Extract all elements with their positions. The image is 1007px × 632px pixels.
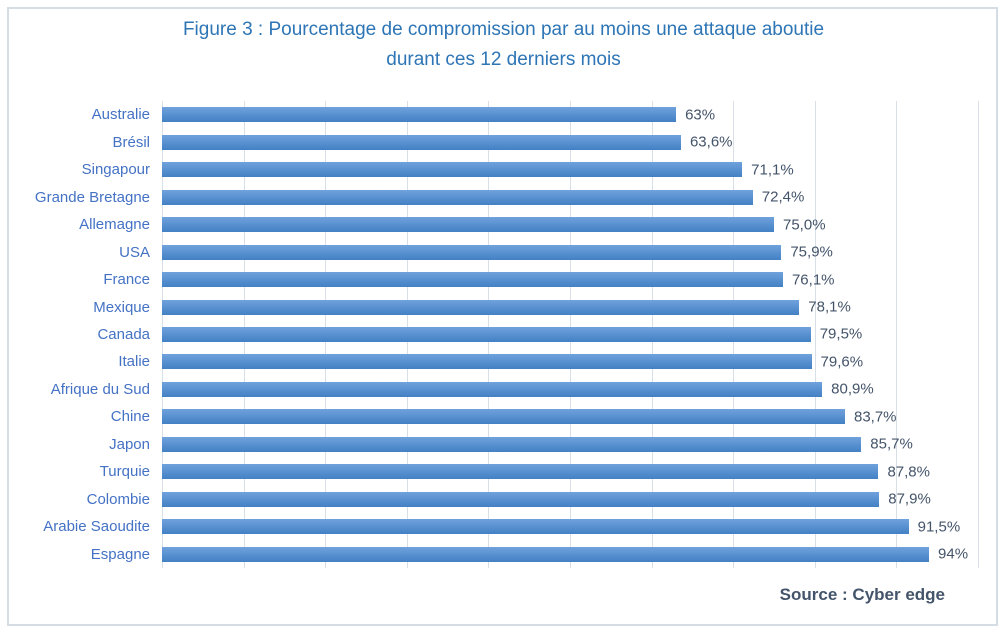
category-label: Italie bbox=[118, 353, 150, 371]
bar-row: Espagne 94% bbox=[0, 541, 1007, 568]
bar-track: 76,1% bbox=[162, 271, 978, 289]
bar-row: USA 75,9% bbox=[0, 238, 1007, 265]
bar-row: Grande Bretagne 72,4% bbox=[0, 183, 1007, 210]
bar-track: 87,9% bbox=[162, 490, 978, 508]
chart-title-line1: Figure 3 : Pourcentage de compromission … bbox=[182, 19, 825, 40]
category-label: Allemagne bbox=[79, 216, 150, 234]
bar bbox=[162, 491, 880, 507]
value-label: 91,5% bbox=[917, 518, 961, 536]
bar-track: 79,6% bbox=[162, 353, 978, 371]
category-label: Turquie bbox=[99, 463, 150, 481]
chart-title: Figure 3 : Pourcentage de compromission … bbox=[0, 0, 1007, 75]
bar-row: Turquie 87,8% bbox=[0, 458, 1007, 485]
value-label: 71,1% bbox=[751, 161, 794, 179]
value-label: 79,6% bbox=[820, 353, 864, 371]
grid-line bbox=[896, 101, 898, 568]
category-label: Mexique bbox=[93, 298, 150, 316]
bar-row: Japon 85,7% bbox=[0, 431, 1007, 458]
category-label: USA bbox=[119, 243, 150, 261]
value-label: 87,9% bbox=[888, 490, 931, 508]
chart-title-line2: durant ces 12 derniers mois bbox=[386, 49, 621, 70]
bar-track: 87,8% bbox=[162, 463, 978, 481]
bar bbox=[162, 217, 774, 233]
bar-row: France 76,1% bbox=[0, 266, 1007, 293]
source-caption: Source : Cyber edge bbox=[779, 585, 945, 604]
value-label: 78,1% bbox=[808, 298, 851, 316]
category-label: Afrique du Sud bbox=[50, 380, 150, 398]
bar bbox=[162, 546, 930, 562]
bar-track: 78,1% bbox=[162, 298, 978, 316]
value-label: 72,4% bbox=[761, 188, 805, 206]
bar bbox=[162, 189, 753, 205]
category-label: Japon bbox=[109, 435, 150, 453]
value-label: 87,8% bbox=[887, 463, 930, 481]
bar bbox=[162, 409, 845, 425]
bar-row: Afrique du Sud 80,9% bbox=[0, 376, 1007, 403]
category-label: Grande Bretagne bbox=[34, 188, 150, 206]
value-label: 80,9% bbox=[831, 380, 874, 398]
bar-track: 63% bbox=[162, 106, 978, 124]
bar-row: Mexique 78,1% bbox=[0, 293, 1007, 320]
value-label: 75,9% bbox=[790, 243, 833, 261]
bar-track: 85,7% bbox=[162, 435, 978, 453]
value-label: 85,7% bbox=[870, 435, 913, 453]
bar-row: Italie 79,6% bbox=[0, 348, 1007, 375]
bar-row: Arabie Saoudite 91,5% bbox=[0, 513, 1007, 540]
bar-row: Canada 79,5% bbox=[0, 321, 1007, 348]
value-label: 79,5% bbox=[819, 325, 863, 343]
plot-area: Australie 63% Brésil 63,6% Singapour 71,1% Gra… bbox=[0, 101, 1007, 568]
bar-track: 79,5% bbox=[162, 325, 978, 343]
bar bbox=[162, 299, 800, 315]
bar bbox=[162, 464, 879, 480]
category-label: Colombie bbox=[86, 490, 150, 508]
bar bbox=[162, 519, 909, 535]
value-label: 76,1% bbox=[791, 271, 835, 289]
bar-row: Allemagne 75,0% bbox=[0, 211, 1007, 238]
bar bbox=[162, 354, 812, 370]
value-label: 75,0% bbox=[783, 216, 826, 234]
bar-row: Chine 83,7% bbox=[0, 403, 1007, 430]
bar bbox=[162, 272, 783, 288]
bar-track: 71,1% bbox=[162, 161, 978, 179]
value-label: 63% bbox=[685, 106, 716, 124]
category-label: Chine bbox=[110, 408, 150, 426]
bar bbox=[162, 107, 677, 123]
bar-track: 94% bbox=[162, 545, 978, 563]
bar bbox=[162, 436, 862, 452]
category-label: Singapour bbox=[81, 161, 150, 179]
category-label: Arabie Saoudite bbox=[43, 518, 150, 536]
bar-track: 75,0% bbox=[162, 216, 978, 234]
bar-row: Colombie 87,9% bbox=[0, 486, 1007, 513]
category-label: Australie bbox=[91, 106, 150, 124]
category-label: Espagne bbox=[90, 545, 150, 563]
bar-track: 83,7% bbox=[162, 408, 978, 426]
grid-line bbox=[814, 101, 816, 568]
category-label: France bbox=[103, 271, 150, 289]
bar-track: 63,6% bbox=[162, 133, 978, 151]
bar-row: Singapour 71,1% bbox=[0, 156, 1007, 183]
bar-track: 80,9% bbox=[162, 380, 978, 398]
bar-track: 72,4% bbox=[162, 188, 978, 206]
bar-row: Brésil 63,6% bbox=[0, 128, 1007, 155]
bar-track: 91,5% bbox=[162, 518, 978, 536]
value-label: 83,7% bbox=[853, 408, 897, 426]
bar bbox=[162, 381, 823, 397]
bar bbox=[162, 244, 782, 260]
value-label: 63,6% bbox=[689, 133, 733, 151]
grid-line bbox=[978, 101, 979, 568]
category-label: Brésil bbox=[112, 133, 150, 151]
bar bbox=[162, 134, 681, 150]
bar bbox=[162, 326, 811, 342]
bar-track: 75,9% bbox=[162, 243, 978, 261]
value-label: 94% bbox=[938, 545, 969, 563]
bar-rows: Australie 63% Brésil 63,6% Singapour 71,1% Gra… bbox=[0, 101, 1007, 568]
bar bbox=[162, 162, 743, 178]
bar-row: Australie 63% bbox=[0, 101, 1007, 128]
category-label: Canada bbox=[97, 325, 150, 343]
